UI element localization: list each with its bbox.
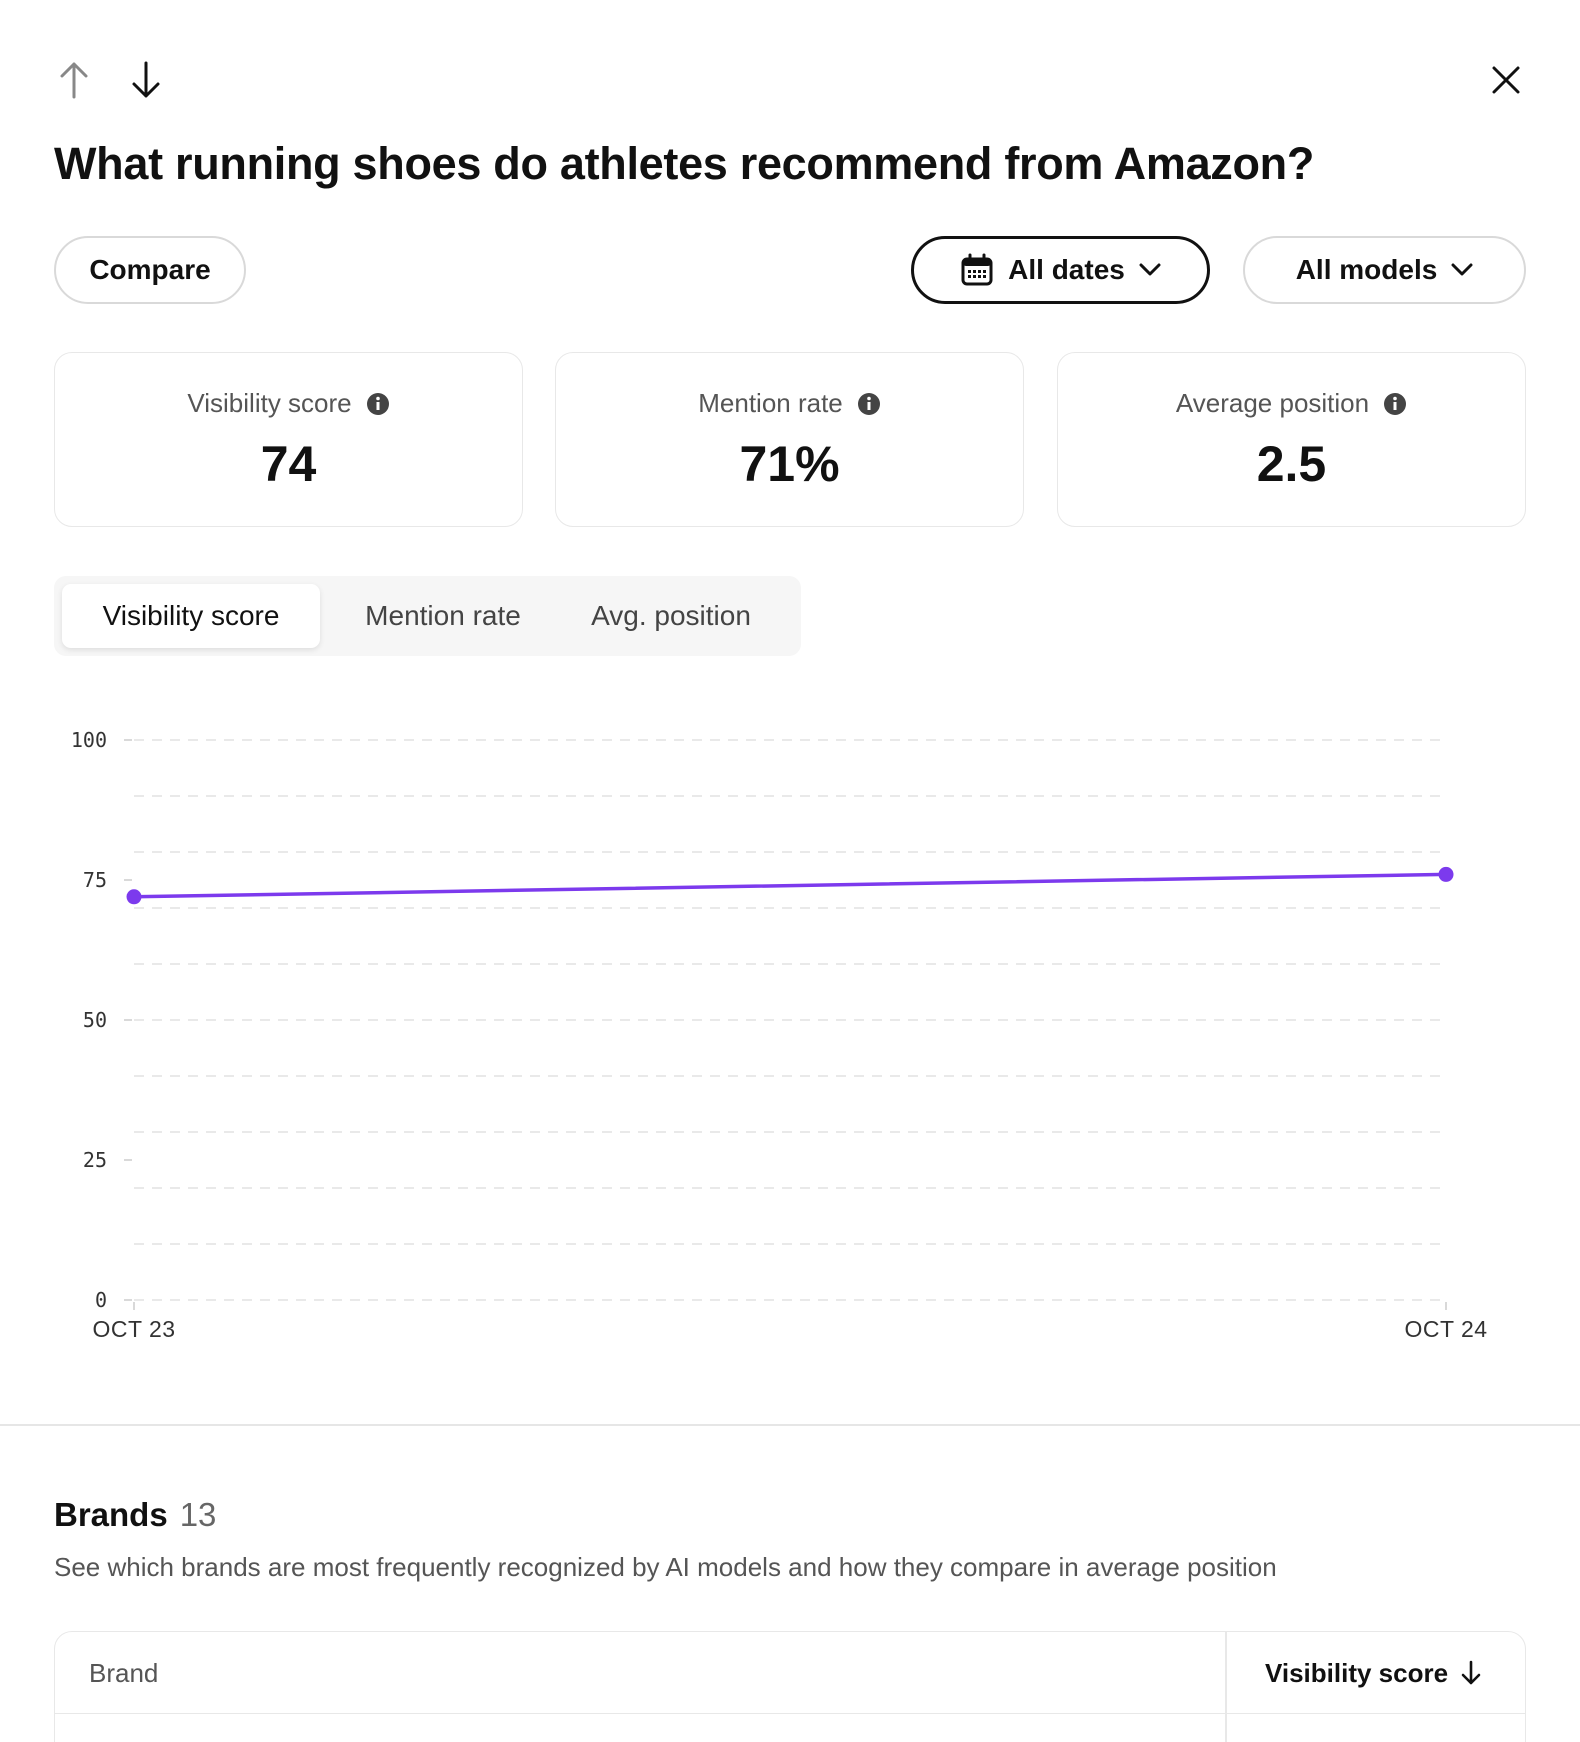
visibility-score-card: Visibility score 74 [54,352,523,527]
models-label: All models [1295,254,1438,285]
stat-value: 2.5 [1256,436,1327,492]
average-position-card: Average position 2.5 [1057,352,1526,527]
brands-description: See which brands are most frequently rec… [54,1552,1277,1582]
info-icon[interactable] [366,392,390,416]
metric-tabs: Visibility score Mention rate Avg. posit… [54,576,801,656]
tab-avg-position[interactable]: Avg. position [591,600,751,631]
arrow-up-icon [60,62,88,99]
series-line [132,872,1448,899]
models-dropdown[interactable]: All models [1243,236,1526,304]
y-tick-label: 0 [95,1288,107,1312]
dates-dropdown[interactable]: All dates [911,236,1210,304]
tab-visibility-score[interactable]: Visibility score [62,584,320,648]
stat-label: Mention rate [698,388,843,418]
data-point[interactable] [1438,866,1454,882]
sort-arrow-down-icon [1461,1660,1481,1685]
x-tick-label: OCT 23 [92,1316,175,1342]
stat-value: 74 [260,436,317,492]
tab-mention-rate[interactable]: Mention rate [365,600,521,631]
mention-rate-card: Mention rate 71% [555,352,1024,527]
close-icon [1492,66,1520,94]
column-header-label: Visibility score [1265,1657,1449,1688]
column-header-visibility-score[interactable]: Visibility score [1265,1632,1482,1714]
page-title: What running shoes do athletes recommend… [54,138,1315,189]
stat-label: Average position [1175,388,1370,418]
brands-title: Brands [54,1496,168,1533]
column-divider [1225,1632,1227,1742]
brands-table: Brand Visibility score [54,1631,1526,1742]
brands-count: 13 [179,1496,217,1533]
compare-button[interactable]: Compare [54,236,246,304]
info-icon[interactable] [857,392,881,416]
y-tick-label: 75 [83,868,107,892]
section-divider [0,1424,1580,1426]
stat-value: 71% [739,436,840,492]
chevron-down-icon [1451,263,1473,277]
y-tick-label: 25 [83,1148,107,1172]
previous-button[interactable] [54,58,94,102]
next-button[interactable] [126,58,166,102]
info-icon[interactable] [1383,392,1407,416]
data-point[interactable] [126,889,142,905]
visibility-line-chart: 0 25 50 75 100 OCT 23 OCT 24 [71,728,1487,1342]
y-tick-label: 50 [83,1008,107,1032]
x-tick-label: OCT 24 [1404,1316,1487,1342]
calendar-icon [961,253,993,286]
dates-label: All dates [1008,254,1125,285]
stat-label: Visibility score [187,388,352,418]
table-header [55,1632,1525,1714]
y-tick-label: 100 [71,728,107,752]
close-button[interactable] [1484,58,1528,102]
column-header-brand[interactable]: Brand [89,1657,159,1688]
compare-label: Compare [89,254,211,285]
brands-heading: Brands 13 [54,1496,216,1534]
arrow-down-icon [132,61,160,98]
chevron-down-icon [1139,263,1161,277]
